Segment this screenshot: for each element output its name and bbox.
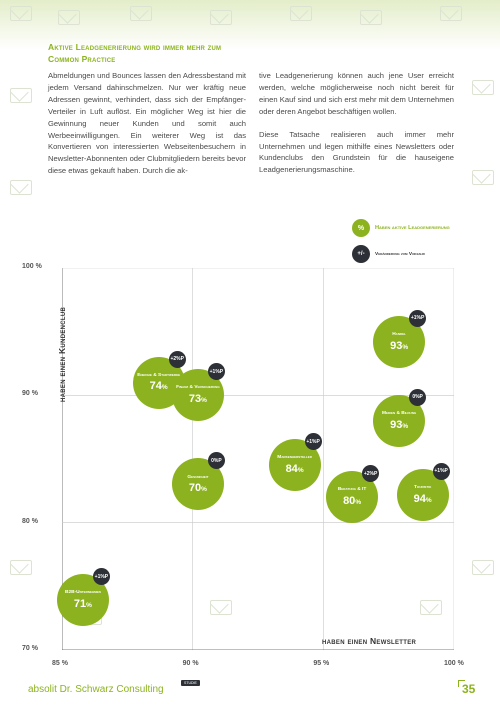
paragraph: Abmeldungen und Bounces lassen den Adres…	[48, 71, 246, 176]
section-headline: Aktive Leadgenerierung wird immer mehr z…	[48, 42, 222, 64]
page-corner-mark	[458, 680, 465, 687]
x-tick-label: 90 %	[182, 660, 199, 667]
header-band	[0, 0, 500, 50]
legend-item-percent: % Haben aktive Leadgenerierung	[352, 219, 455, 237]
page-number: 35	[462, 682, 476, 696]
change-badge: 0%P	[409, 388, 427, 406]
x-tick-label: 100 %	[444, 660, 464, 667]
y-tick-label: 80 %	[22, 517, 38, 525]
envelope-icon	[10, 6, 32, 21]
change-badge: +2%P	[168, 350, 186, 368]
envelope-icon	[290, 6, 312, 21]
envelope-icon	[10, 180, 32, 195]
change-icon: +/-	[352, 245, 370, 263]
y-tick-label: 90 %	[22, 390, 38, 398]
bubble-label: Markenhersteller	[277, 455, 312, 461]
paragraph: Diese Tatsache realisieren auch immer me…	[259, 129, 454, 175]
paragraph: tive Leadgenerierung können auch jene Us…	[259, 71, 454, 116]
envelope-icon	[58, 10, 80, 25]
bubble-value: 94%	[413, 492, 432, 505]
envelope-icon	[10, 560, 32, 575]
bubble-label: Gesundheit	[187, 474, 209, 480]
envelope-icon	[440, 6, 462, 21]
envelope-icon	[420, 600, 442, 615]
bubble-value: 93%	[390, 339, 409, 352]
footer-brand: absolit Dr. Schwarz Consulting	[28, 684, 164, 695]
footer-tag: STUDIE	[181, 680, 200, 686]
bubble-value: 93%	[390, 418, 409, 431]
bubble-value: 74%	[149, 380, 168, 393]
chart-legend: % Haben aktive Leadgenerierung +/- Verän…	[352, 219, 462, 267]
legend-label-percent: Haben aktive Leadgenerierung	[375, 224, 450, 231]
change-badge: +2%P	[362, 465, 380, 483]
bubble-value: 80%	[343, 495, 362, 508]
change-badge: +1%P	[432, 462, 450, 480]
bubble-label: Handel	[392, 331, 407, 337]
bubble-label: Energie & Stadtwerke	[137, 372, 181, 378]
change-badge: +1%P	[207, 363, 225, 381]
text-column-left: Abmeldungen und Bounces lassen den Adres…	[48, 70, 246, 177]
legend-item-change: +/- Veränderung zum Vorjahr	[352, 245, 455, 263]
bubble-label: Touristik	[413, 484, 432, 490]
change-badge: +1%P	[304, 433, 322, 451]
scatter-plot-area	[62, 268, 454, 650]
envelope-icon	[472, 80, 494, 95]
bubble-value: 84%	[285, 463, 304, 476]
legend-label-change: Veränderung zum Vorjahr	[375, 251, 425, 257]
change-badge: +1%P	[92, 568, 110, 586]
text-column-right: tive Leadgenerierung können auch jene Us…	[259, 70, 454, 176]
change-badge: +1%P	[409, 309, 427, 327]
envelope-icon	[210, 600, 232, 615]
bubble-value: 73%	[188, 393, 207, 406]
envelope-icon	[130, 6, 152, 21]
bubble-label: B2B-Unternehmen	[64, 590, 101, 596]
bubble-label: Finanz & Versicherung	[176, 385, 220, 391]
envelope-icon	[10, 88, 32, 103]
x-axis-title: haben einen Newsletter	[322, 636, 417, 646]
bubble-value: 70%	[188, 482, 207, 495]
bubble-label: Medien & Bildung	[381, 410, 417, 416]
envelope-icon	[472, 170, 494, 185]
y-tick-label: 100 %	[22, 263, 42, 270]
x-tick-label: 95 %	[313, 660, 330, 667]
y-axis-title: haben einen Kundenclub	[57, 306, 67, 402]
envelope-icon	[210, 10, 232, 25]
y-tick-label: 70 %	[22, 645, 38, 652]
bubble-value: 71%	[73, 598, 92, 611]
envelope-icon	[472, 560, 494, 575]
percent-icon: %	[352, 219, 370, 237]
bubble-label: Beratung & IT	[337, 487, 367, 493]
envelope-icon	[360, 10, 382, 25]
change-badge: 0%P	[207, 452, 225, 470]
x-tick-label: 85 %	[52, 660, 68, 667]
